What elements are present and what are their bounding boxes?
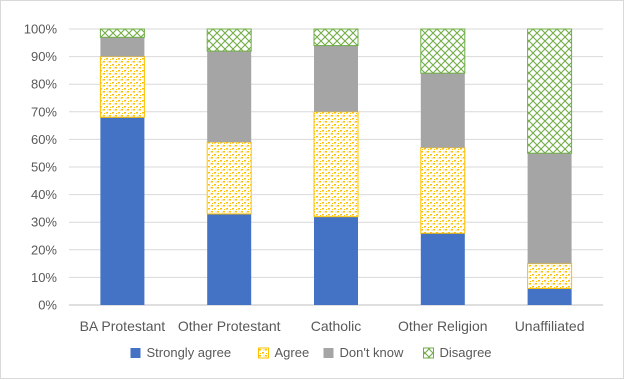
legend-item-don-t-know: Don't know [323, 345, 405, 360]
legend-item-strongly-agree: Strongly agree [130, 345, 232, 360]
bar-segment-other-protestant-disagree [206, 28, 252, 52]
bar-segment-other-religion-strongly-agree [420, 233, 465, 305]
legend-label: Agree [275, 345, 310, 360]
bar-segment-ba-protestant-strongly-agree [100, 117, 145, 305]
bars [99, 28, 573, 305]
y-tick-label: 100% [24, 22, 58, 37]
y-tick-label: 30% [31, 215, 57, 230]
bar-segment-ba-protestant-don-t-know [100, 37, 145, 57]
legend: Strongly agree Agree Don't know Disagree [130, 345, 492, 360]
x-category-label: Other Protestant [178, 318, 281, 334]
bar-segment-other-religion-agree [420, 147, 466, 234]
bar-segment-other-religion-disagree [420, 28, 466, 74]
legend-swatch-disagree [423, 347, 434, 359]
legend-label: Strongly agree [147, 345, 232, 360]
legend-label: Don't know [340, 345, 405, 360]
bar-segment-other-protestant-don-t-know [207, 51, 252, 143]
legend-swatch-strongly-agree [130, 348, 141, 358]
bar-segment-other-protestant-agree [206, 141, 252, 215]
bar-segment-unaffiliated-agree [527, 263, 573, 289]
bar-segment-catholic-don-t-know [314, 45, 358, 112]
bar-segment-unaffiliated-don-t-know [527, 153, 572, 264]
bar-segment-ba-protestant-disagree [99, 28, 145, 38]
bar-segment-catholic-strongly-agree [314, 216, 358, 305]
x-category-label: Other Religion [398, 318, 488, 334]
legend-label: Disagree [440, 345, 492, 360]
x-axis: BA Protestant Other Protestant Catholic Oth… [80, 318, 585, 334]
legend-item-disagree: Disagree [423, 345, 492, 360]
bar-segment-unaffiliated-disagree [527, 28, 573, 154]
legend-swatch-don-t-know [323, 348, 334, 358]
y-tick-label: 20% [31, 242, 57, 257]
legend-swatch-agree [258, 347, 269, 359]
bar-segment-other-religion-don-t-know [420, 73, 465, 148]
y-tick-label: 60% [31, 132, 57, 147]
y-tick-label: 90% [31, 49, 57, 64]
y-tick-label: 10% [31, 270, 57, 285]
y-tick-label: 40% [31, 187, 57, 202]
y-tick-label: 80% [31, 77, 57, 92]
bar-segment-catholic-agree [313, 111, 359, 218]
y-tick-label: 70% [31, 104, 57, 119]
x-category-label: Unaffiliated [515, 318, 585, 334]
x-category-label: Catholic [311, 318, 362, 334]
y-tick-label: 50% [31, 160, 57, 175]
y-axis: 0% 10% 20% 30% 40% 50% 60% 70% 80% 90% 100% [24, 22, 58, 313]
x-category-label: BA Protestant [80, 318, 166, 334]
bar-segment-other-protestant-strongly-agree [207, 213, 252, 305]
bar-segment-ba-protestant-agree [99, 56, 145, 118]
y-tick-label: 0% [38, 298, 57, 313]
bar-segment-catholic-disagree [313, 28, 359, 47]
legend-item-agree: Agree [258, 345, 310, 360]
bar-segment-unaffiliated-strongly-agree [527, 288, 572, 305]
